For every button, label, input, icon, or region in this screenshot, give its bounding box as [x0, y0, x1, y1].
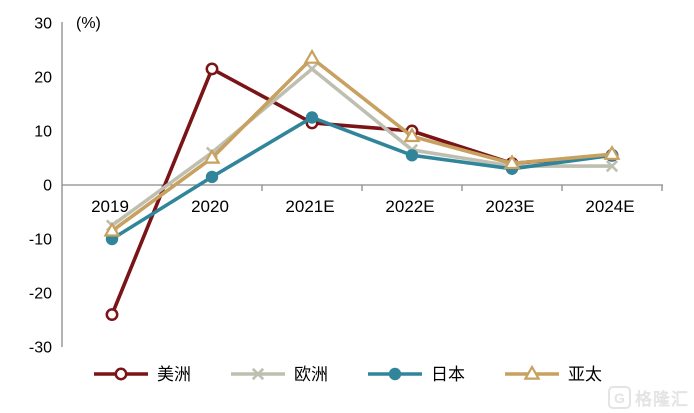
y-axis-tick-label: 30	[34, 16, 52, 33]
x-axis-label: 2021E	[285, 197, 334, 216]
data-point-asia-pacific	[603, 144, 621, 160]
data-point-asia-pacific	[503, 154, 521, 170]
legend-marker-asia-pacific	[523, 365, 541, 380]
y-axis-tick-label: -30	[29, 340, 52, 357]
legend-label: 亚太	[568, 364, 602, 384]
series-asia-pacific	[103, 48, 621, 237]
data-point-asia-pacific	[203, 148, 221, 164]
series-europe	[105, 62, 619, 232]
x-axis-label: 2022E	[385, 197, 434, 216]
legend-label: 美洲	[157, 364, 191, 384]
series-line-japan	[111, 115, 613, 241]
y-axis-tick-label: -20	[29, 286, 52, 303]
data-point-asia-pacific	[103, 221, 121, 237]
y-axis-tick-label: -10	[29, 232, 52, 249]
series-americas	[105, 62, 619, 322]
watermark: G 格隆汇	[608, 385, 689, 410]
data-point-americas	[105, 308, 119, 322]
x-axis-label: 2024E	[585, 197, 634, 216]
series-line-asia-pacific	[110, 55, 613, 233]
watermark-text: 格隆汇	[635, 390, 689, 409]
legend-marker-asia-pacific-icon	[505, 365, 559, 380]
legend-marker-americas	[114, 367, 128, 381]
data-point-americas	[205, 62, 219, 76]
legend-item-asia-pacific: 亚太	[503, 365, 602, 383]
legend-label: 日本	[431, 364, 465, 384]
data-point-japan	[305, 111, 319, 124]
legend-marker-europe-icon	[231, 367, 285, 381]
gelonghui-logo-icon: G	[608, 386, 631, 409]
legend-label: 欧洲	[294, 364, 328, 384]
y-axis-tick-label: 10	[34, 124, 52, 141]
y-axis-tick-label: 0	[43, 178, 52, 195]
legend-marker-japan-icon	[368, 367, 422, 381]
y-axis-tick-label: 20	[34, 70, 52, 87]
chart-legend: 美洲 欧洲 日本 亚太	[0, 356, 694, 392]
x-axis-label: 2020	[191, 197, 229, 216]
x-axis-label: 2019	[91, 197, 129, 216]
data-point-japan	[405, 149, 419, 162]
legend-marker-europe	[251, 367, 265, 381]
x-axis-label: 2023E	[485, 197, 534, 216]
legend-item-japan: 日本	[366, 365, 465, 383]
data-point-europe	[605, 159, 619, 173]
data-point-japan	[205, 170, 219, 184]
data-point-asia-pacific	[403, 127, 421, 143]
legend-item-americas: 美洲	[92, 365, 191, 383]
legend-item-europe: 欧洲	[229, 365, 328, 383]
series-line-europe	[110, 66, 612, 227]
legend-marker-americas-icon	[94, 367, 148, 381]
data-point-europe	[305, 62, 319, 76]
data-point-asia-pacific	[303, 48, 321, 64]
line-chart: 30 20 10 0 -10 -20 -30 (%) 2019 2020 2021E 2022E 202…	[29, 15, 663, 357]
y-axis-unit-label: (%)	[76, 15, 101, 32]
legend-marker-japan	[388, 367, 402, 381]
